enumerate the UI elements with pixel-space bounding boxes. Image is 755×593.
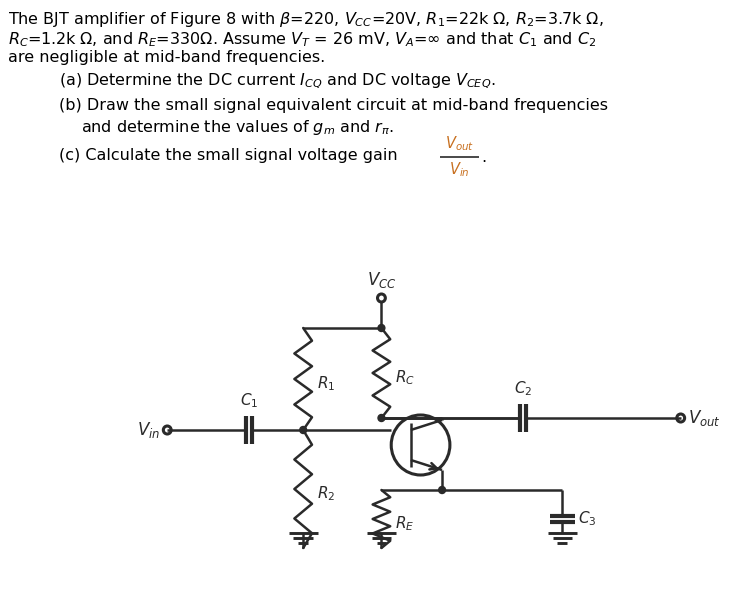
Text: .: .: [481, 149, 486, 164]
Text: $R_1$: $R_1$: [317, 375, 335, 393]
Text: (a) Determine the DC current $I_{CQ}$ and DC voltage $V_{CEQ}$.: (a) Determine the DC current $I_{CQ}$ an…: [59, 72, 495, 91]
Text: $C_3$: $C_3$: [578, 509, 596, 528]
Text: (c) Calculate the small signal voltage gain: (c) Calculate the small signal voltage g…: [59, 148, 397, 163]
Text: $V_{out}$: $V_{out}$: [445, 134, 474, 153]
Text: $R_C$: $R_C$: [395, 369, 415, 387]
Circle shape: [300, 426, 307, 433]
Text: $R_E$: $R_E$: [395, 515, 414, 533]
Text: $C_1$: $C_1$: [240, 391, 258, 410]
Circle shape: [378, 415, 385, 422]
Text: $V_{out}$: $V_{out}$: [688, 408, 720, 428]
Circle shape: [439, 486, 445, 493]
Text: and determine the values of $g_m$ and $r_{\pi}$.: and determine the values of $g_m$ and $r…: [82, 118, 394, 137]
Circle shape: [378, 324, 385, 331]
Text: $V_{CC}$: $V_{CC}$: [367, 270, 396, 290]
Text: $V_{in}$: $V_{in}$: [449, 160, 470, 178]
Text: $R_C$=1.2k $\Omega$, and $R_E$=330$\Omega$. Assume $V_T$ = 26 mV, $V_A$=$\infty$: $R_C$=1.2k $\Omega$, and $R_E$=330$\Omeg…: [8, 30, 596, 49]
Text: $C_2$: $C_2$: [514, 380, 532, 398]
Text: $R_2$: $R_2$: [317, 484, 335, 503]
Text: $V_{in}$: $V_{in}$: [137, 420, 160, 440]
Text: (b) Draw the small signal equivalent circuit at mid-band frequencies: (b) Draw the small signal equivalent cir…: [59, 98, 608, 113]
Text: The BJT amplifier of Figure 8 with $\beta$=220, $V_{CC}$=20V, $R_1$=22k $\Omega$: The BJT amplifier of Figure 8 with $\bet…: [8, 10, 603, 29]
Text: are negligible at mid-band frequencies.: are negligible at mid-band frequencies.: [8, 50, 325, 65]
